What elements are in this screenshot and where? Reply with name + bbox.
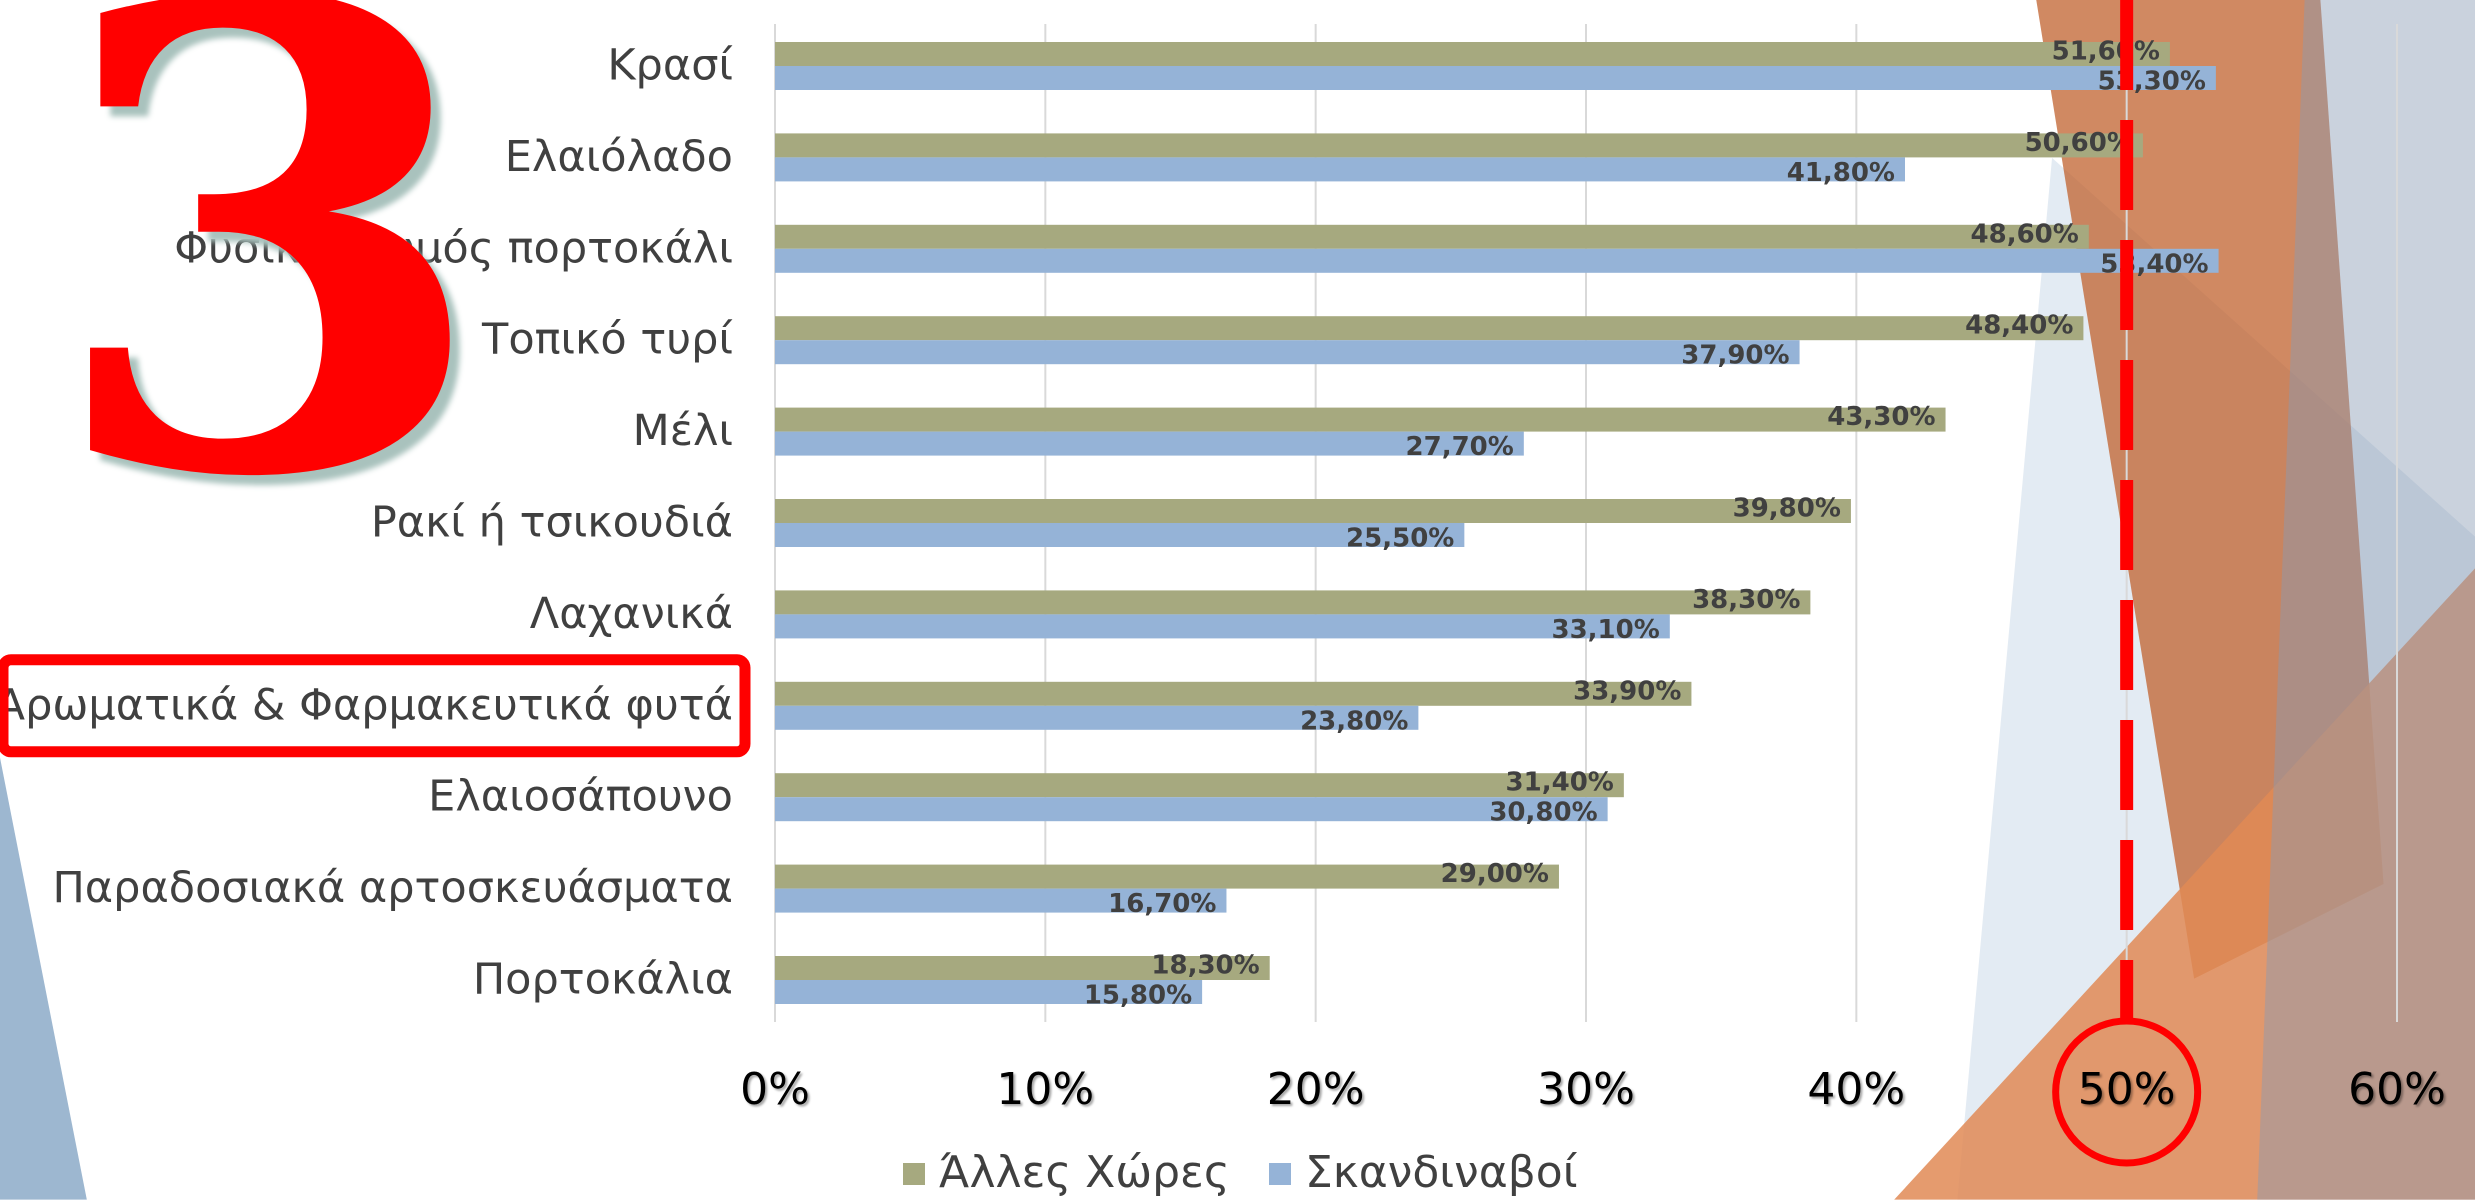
bar [775, 407, 1946, 432]
value-label: 48,40% [1965, 311, 2073, 341]
category-label: Αρωματικά & Φαρμακευτικά φυτά [0, 680, 733, 730]
value-label: 48,60% [1971, 219, 2079, 249]
value-label: 23,80% [1300, 706, 1408, 736]
value-label: 50,60% [2025, 128, 2133, 158]
x-tick-label: 20% [1267, 1064, 1365, 1115]
legend-label: Σκανδιναβοί [1305, 1147, 1578, 1198]
value-label: 33,10% [1552, 615, 1660, 645]
bar [775, 705, 1419, 730]
value-label: 53,30% [2098, 67, 2206, 97]
value-label: 51,60% [2052, 37, 2160, 67]
bg-shape [2257, 0, 2475, 1200]
value-label: 16,70% [1108, 889, 1216, 919]
category-label: Ελαιοσάπουνο [428, 772, 733, 822]
bar [775, 66, 2216, 90]
value-label: 31,40% [1506, 768, 1614, 798]
category-label: Λαχανικά [530, 589, 733, 639]
bar [775, 340, 1800, 365]
legend-label: Άλλες Χώρες [939, 1147, 1230, 1198]
value-label: 37,90% [1681, 341, 1789, 371]
bar [775, 42, 2170, 66]
value-label: 29,00% [1441, 859, 1549, 889]
bar [775, 499, 1851, 523]
bar [775, 773, 1624, 798]
reference-circle [2052, 1017, 2202, 1167]
value-label: 15,80% [1084, 981, 1192, 1011]
bar [775, 797, 1608, 822]
category-label: Ρακί ή τσικουδιά [371, 498, 733, 548]
category-label: Φυσικός χυμός πορτοκάλι [174, 223, 733, 273]
bar [775, 133, 2143, 158]
bar [775, 523, 1465, 547]
value-label: 39,80% [1733, 494, 1841, 524]
bar [775, 224, 2089, 249]
value-label: 33,90% [1573, 676, 1681, 706]
value-label: 38,30% [1692, 585, 1800, 615]
bar [775, 248, 2219, 273]
x-tick-label: 0% [740, 1064, 810, 1115]
category-label: Μέλι [633, 406, 733, 456]
bar [775, 614, 1670, 639]
value-label: 25,50% [1346, 524, 1454, 554]
x-tick-label: 60% [2348, 1064, 2446, 1115]
x-tick-label: 50% [2078, 1064, 2176, 1115]
x-tick-label: 30% [1537, 1064, 1635, 1115]
value-label: 30,80% [1489, 798, 1597, 828]
bar [775, 956, 1270, 980]
value-label: 27,70% [1406, 432, 1514, 462]
value-label: 41,80% [1787, 158, 1895, 188]
bar [775, 590, 1811, 615]
bar [775, 980, 1203, 1004]
x-tick-label: 40% [1807, 1064, 1905, 1115]
bar [775, 681, 1692, 706]
big-number: 3 [45, 0, 490, 617]
bar [775, 431, 1524, 456]
category-label: Τοπικό τυρί [481, 315, 733, 365]
highlight-box [0, 654, 751, 758]
legend-swatch [903, 1163, 925, 1185]
bar [775, 888, 1227, 913]
legend-swatch [1269, 1163, 1291, 1185]
bar [775, 316, 2084, 341]
value-label: 18,30% [1151, 951, 1259, 981]
x-tick-label: 10% [996, 1064, 1094, 1115]
category-label: Ελαιόλαδο [505, 132, 733, 182]
value-label: 43,30% [1827, 402, 1935, 432]
category-label: Παραδοσιακά αρτοσκευάσματα [52, 863, 733, 913]
bar [775, 864, 1559, 889]
category-label: Κρασί [607, 41, 733, 91]
bg-shape [0, 757, 87, 1200]
category-label: Πορτοκάλια [473, 955, 733, 1005]
bg-shape [1894, 568, 2475, 1200]
value-label: 53,40% [2100, 249, 2208, 279]
bar [775, 157, 1905, 182]
